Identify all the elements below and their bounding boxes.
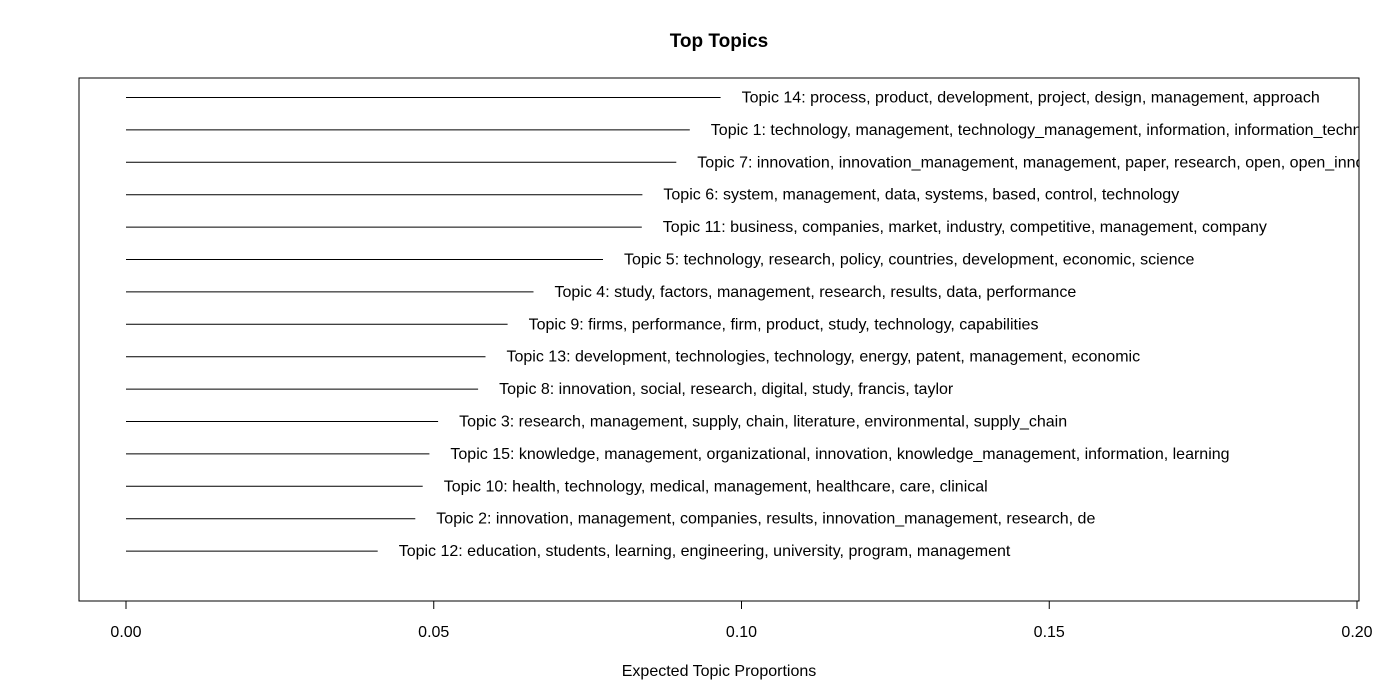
bar-label-topic-10: Topic 8: innovation, social, research, d…	[499, 381, 954, 398]
bar-label-topic-9: Topic 13: development, technologies, tec…	[507, 349, 1141, 366]
x-axis-label: Expected Topic Proportions	[622, 663, 816, 680]
chart-title: Top Topics	[670, 31, 769, 52]
bar-label-topic-5: Topic 11: business, companies, market, i…	[663, 219, 1267, 236]
x-axis: 0.00 0.05 0.10 0.15 0.20	[110, 600, 1373, 641]
bar-label-topic-3: Topic 7: innovation, innovation_manageme…	[697, 154, 1364, 171]
x-tick-label: 0.20	[1341, 624, 1372, 641]
x-tick-label: 0.05	[418, 624, 449, 641]
bar-label-topic-13: Topic 10: health, technology, medical, m…	[444, 478, 988, 495]
bar-label-topic-15: Topic 12: education, students, learning,…	[399, 543, 1011, 560]
bar-label-topic-11: Topic 3: research, management, supply, c…	[459, 414, 1067, 431]
bar-label-topic-12: Topic 15: knowledge, management, organiz…	[450, 446, 1229, 463]
bar-label-topic-4: Topic 6: system, management, data, syste…	[663, 187, 1179, 204]
x-tick-label: 0.10	[726, 624, 757, 641]
x-tick-label: 0.15	[1034, 624, 1065, 641]
bar-label-topic-14: Topic 2: innovation, management, compani…	[436, 511, 1095, 528]
bars-group: Topic 14: process, product, development,…	[126, 90, 1364, 560]
bar-label-topic-1: Topic 14: process, product, development,…	[742, 90, 1320, 107]
x-tick-label: 0.00	[110, 624, 141, 641]
bar-label-topic-7: Topic 4: study, factors, management, res…	[555, 284, 1077, 301]
bar-label-topic-8: Topic 9: firms, performance, firm, produ…	[529, 316, 1039, 333]
bar-label-topic-6: Topic 5: technology, research, policy, c…	[624, 252, 1194, 269]
bar-label-topic-2: Topic 1: technology, management, technol…	[711, 122, 1362, 139]
